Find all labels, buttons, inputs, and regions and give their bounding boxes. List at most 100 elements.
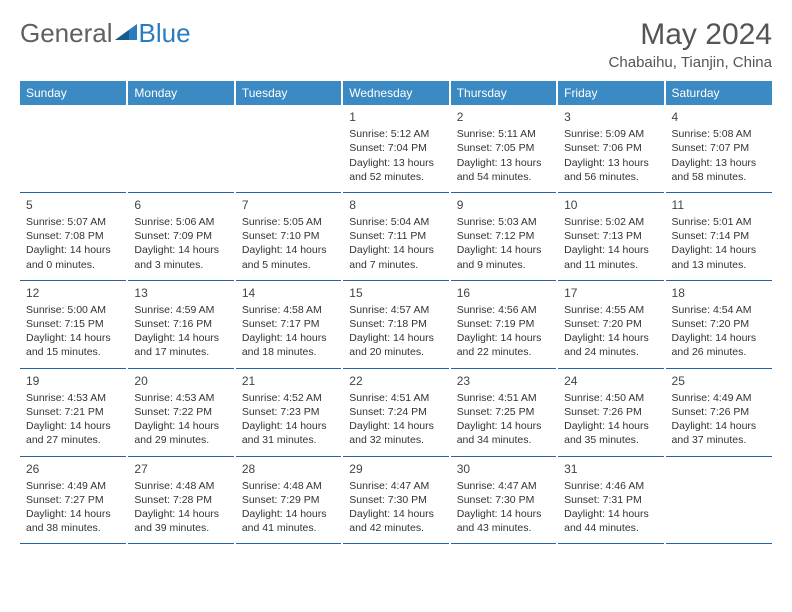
day-number: 6 <box>134 197 227 213</box>
sunrise-line: Sunrise: 4:49 AM <box>26 479 120 493</box>
sunrise-line: Sunrise: 4:59 AM <box>134 303 227 317</box>
calendar-cell: 16Sunrise: 4:56 AMSunset: 7:19 PMDayligh… <box>450 280 557 368</box>
sunrise-line: Sunrise: 5:08 AM <box>672 127 766 141</box>
sunset-line: Sunset: 7:17 PM <box>242 317 335 331</box>
daylight-line: Daylight: 14 hours and 41 minutes. <box>242 507 335 535</box>
sunrise-line: Sunrise: 4:54 AM <box>672 303 766 317</box>
calendar-cell: 27Sunrise: 4:48 AMSunset: 7:28 PMDayligh… <box>127 456 234 544</box>
calendar-row: 19Sunrise: 4:53 AMSunset: 7:21 PMDayligh… <box>20 368 772 456</box>
calendar-cell: 5Sunrise: 5:07 AMSunset: 7:08 PMDaylight… <box>20 192 127 280</box>
sunrise-line: Sunrise: 4:47 AM <box>457 479 550 493</box>
day-number: 19 <box>26 373 120 389</box>
day-number: 9 <box>457 197 550 213</box>
day-number: 22 <box>349 373 442 389</box>
daylight-line: Daylight: 14 hours and 32 minutes. <box>349 419 442 447</box>
title-block: May 2024 Chabaihu, Tianjin, China <box>609 18 772 71</box>
daylight-line: Daylight: 13 hours and 52 minutes. <box>349 156 442 184</box>
calendar-cell: 6Sunrise: 5:06 AMSunset: 7:09 PMDaylight… <box>127 192 234 280</box>
sunset-line: Sunset: 7:20 PM <box>672 317 766 331</box>
day-number: 4 <box>672 109 766 125</box>
daylight-line: Daylight: 14 hours and 42 minutes. <box>349 507 442 535</box>
sunrise-line: Sunrise: 4:57 AM <box>349 303 442 317</box>
day-number: 28 <box>242 461 335 477</box>
sunset-line: Sunset: 7:13 PM <box>564 229 657 243</box>
day-number: 23 <box>457 373 550 389</box>
daylight-line: Daylight: 14 hours and 44 minutes. <box>564 507 657 535</box>
sunrise-line: Sunrise: 4:52 AM <box>242 391 335 405</box>
calendar-cell <box>127 105 234 192</box>
calendar-cell: 24Sunrise: 4:50 AMSunset: 7:26 PMDayligh… <box>557 368 664 456</box>
calendar-cell: 29Sunrise: 4:47 AMSunset: 7:30 PMDayligh… <box>342 456 449 544</box>
calendar-row: 1Sunrise: 5:12 AMSunset: 7:04 PMDaylight… <box>20 105 772 192</box>
daylight-line: Daylight: 14 hours and 35 minutes. <box>564 419 657 447</box>
day-number: 12 <box>26 285 120 301</box>
calendar-cell: 4Sunrise: 5:08 AMSunset: 7:07 PMDaylight… <box>665 105 772 192</box>
daylight-line: Daylight: 14 hours and 5 minutes. <box>242 243 335 271</box>
calendar-cell: 21Sunrise: 4:52 AMSunset: 7:23 PMDayligh… <box>235 368 342 456</box>
calendar-cell: 10 Sunrise: 5:02 AMSunset: 7:13 PMDayligh… <box>557 192 664 280</box>
sunrise-line: Sunrise: 4:49 AM <box>672 391 766 405</box>
sunrise-line: Sunrise: 5:01 AM <box>672 215 766 229</box>
day-number: 11 <box>672 197 766 213</box>
day-header-row: SundayMondayTuesdayWednesdayThursdayFrid… <box>20 81 772 105</box>
day-number: 10 <box>564 197 657 213</box>
calendar-cell <box>665 456 772 544</box>
calendar-cell: 25Sunrise: 4:49 AMSunset: 7:26 PMDayligh… <box>665 368 772 456</box>
calendar-cell: 31Sunrise: 4:46 AMSunset: 7:31 PMDayligh… <box>557 456 664 544</box>
calendar-cell: 13Sunrise: 4:59 AMSunset: 7:16 PMDayligh… <box>127 280 234 368</box>
sunrise-line: Sunrise: 4:56 AM <box>457 303 550 317</box>
calendar-cell: 1Sunrise: 5:12 AMSunset: 7:04 PMDaylight… <box>342 105 449 192</box>
calendar-cell <box>20 105 127 192</box>
daylight-line: Daylight: 14 hours and 31 minutes. <box>242 419 335 447</box>
daylight-line: Daylight: 14 hours and 20 minutes. <box>349 331 442 359</box>
sunrise-line: Sunrise: 4:50 AM <box>564 391 657 405</box>
calendar-cell <box>235 105 342 192</box>
daylight-line: Daylight: 14 hours and 17 minutes. <box>134 331 227 359</box>
sunset-line: Sunset: 7:30 PM <box>457 493 550 507</box>
brand-logo: General Blue <box>20 18 191 49</box>
day-header: Tuesday <box>235 81 342 105</box>
sunset-line: Sunset: 7:09 PM <box>134 229 227 243</box>
sunset-line: Sunset: 7:21 PM <box>26 405 120 419</box>
calendar-body: 1Sunrise: 5:12 AMSunset: 7:04 PMDaylight… <box>20 105 772 544</box>
sunset-line: Sunset: 7:06 PM <box>564 141 657 155</box>
sunset-line: Sunset: 7:31 PM <box>564 493 657 507</box>
sunrise-line: Sunrise: 5:02 AM <box>564 215 657 229</box>
brand-part1: General <box>20 18 113 49</box>
daylight-line: Daylight: 14 hours and 34 minutes. <box>457 419 550 447</box>
day-number: 27 <box>134 461 227 477</box>
calendar-row: 12Sunrise: 5:00 AMSunset: 7:15 PMDayligh… <box>20 280 772 368</box>
sunset-line: Sunset: 7:23 PM <box>242 405 335 419</box>
day-number: 8 <box>349 197 442 213</box>
calendar-cell: 8Sunrise: 5:04 AMSunset: 7:11 PMDaylight… <box>342 192 449 280</box>
day-header: Saturday <box>665 81 772 105</box>
calendar-cell: 15Sunrise: 4:57 AMSunset: 7:18 PMDayligh… <box>342 280 449 368</box>
daylight-line: Daylight: 14 hours and 15 minutes. <box>26 331 120 359</box>
day-header: Monday <box>127 81 234 105</box>
sunset-line: Sunset: 7:07 PM <box>672 141 766 155</box>
day-number: 18 <box>672 285 766 301</box>
sunset-line: Sunset: 7:08 PM <box>26 229 120 243</box>
day-number: 17 <box>564 285 657 301</box>
day-number: 7 <box>242 197 335 213</box>
sunset-line: Sunset: 7:11 PM <box>349 229 442 243</box>
calendar-cell: 30Sunrise: 4:47 AMSunset: 7:30 PMDayligh… <box>450 456 557 544</box>
sunset-line: Sunset: 7:20 PM <box>564 317 657 331</box>
sunrise-line: Sunrise: 4:46 AM <box>564 479 657 493</box>
calendar-cell: 26Sunrise: 4:49 AMSunset: 7:27 PMDayligh… <box>20 456 127 544</box>
daylight-line: Daylight: 14 hours and 27 minutes. <box>26 419 120 447</box>
calendar-cell: 2Sunrise: 5:11 AMSunset: 7:05 PMDaylight… <box>450 105 557 192</box>
sunset-line: Sunset: 7:29 PM <box>242 493 335 507</box>
day-header: Friday <box>557 81 664 105</box>
calendar-cell: 17Sunrise: 4:55 AMSunset: 7:20 PMDayligh… <box>557 280 664 368</box>
daylight-line: Daylight: 14 hours and 37 minutes. <box>672 419 766 447</box>
sunrise-line: Sunrise: 4:48 AM <box>134 479 227 493</box>
sunset-line: Sunset: 7:05 PM <box>457 141 550 155</box>
sunset-line: Sunset: 7:22 PM <box>134 405 227 419</box>
sunset-line: Sunset: 7:12 PM <box>457 229 550 243</box>
daylight-line: Daylight: 14 hours and 11 minutes. <box>564 243 657 271</box>
sunset-line: Sunset: 7:26 PM <box>672 405 766 419</box>
day-number: 16 <box>457 285 550 301</box>
daylight-line: Daylight: 14 hours and 26 minutes. <box>672 331 766 359</box>
sunrise-line: Sunrise: 5:06 AM <box>134 215 227 229</box>
